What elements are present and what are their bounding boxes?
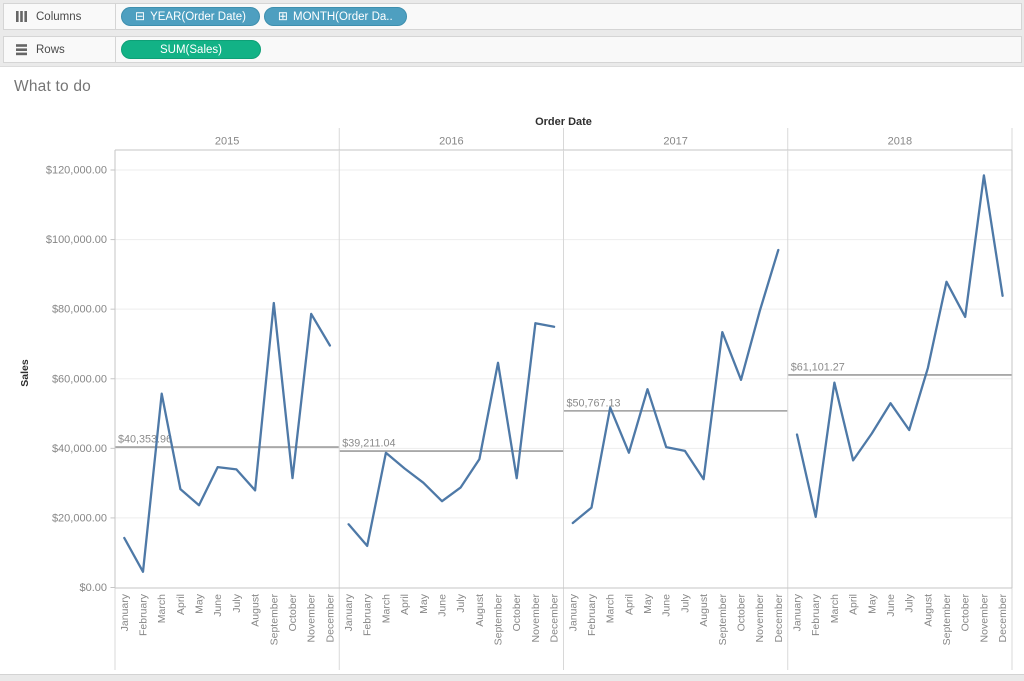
month-label: April: [399, 594, 411, 615]
sheet-title: What to do: [14, 78, 91, 95]
month-label: June: [885, 594, 897, 617]
columns-shelf-label-cell: Columns: [4, 4, 116, 29]
month-label: July: [231, 593, 243, 612]
sales-line-2018[interactable]: [795, 174, 1004, 519]
year-header-2017[interactable]: 2017: [663, 136, 687, 148]
month-label: September: [717, 594, 729, 646]
month-label: December: [549, 593, 561, 642]
month-label: May: [194, 593, 206, 614]
month-label: June: [436, 594, 448, 617]
month-label: March: [380, 594, 392, 623]
collapse-minus-box-icon[interactable]: ⊟: [135, 9, 146, 23]
month-label: January: [119, 593, 131, 631]
month-label: August: [922, 594, 934, 627]
reference-line-label-2016: $39,211.04: [342, 438, 395, 450]
shelf-area: Columns ⊟ YEAR(Order Date) ⊞ MONTH(Order…: [0, 0, 1024, 67]
month-label: October: [735, 594, 747, 632]
year-header-2018[interactable]: 2018: [888, 136, 912, 148]
reference-line-label-2015: $40,353.96: [118, 434, 172, 446]
month-label: November: [306, 593, 318, 642]
reference-line-label-2017: $50,767.13: [567, 397, 621, 409]
month-label: November: [754, 593, 766, 642]
columns-shelf-label: Columns: [36, 10, 82, 23]
y-tick-label: $120,000.00: [46, 165, 107, 177]
pill-year-order-date[interactable]: ⊟ YEAR(Order Date): [121, 7, 260, 26]
worksheet: What to do $120,000.00 $100,000.00 $80,000…: [0, 67, 1024, 681]
month-label: September: [941, 594, 953, 646]
y-tick-label: $40,000.00: [52, 443, 107, 455]
month-label: March: [829, 594, 841, 623]
y-axis-title: Sales: [19, 359, 31, 387]
month-label: April: [175, 594, 187, 615]
month-label: February: [586, 593, 598, 636]
expand-plus-box-icon[interactable]: ⊞: [277, 9, 288, 23]
columns-icon: [14, 10, 28, 24]
month-label: October: [511, 594, 523, 632]
sales-line-2015[interactable]: [123, 301, 332, 573]
pill-month-order-date-label: MONTH(Order Da..: [292, 10, 393, 23]
month-label: August: [474, 594, 486, 627]
rows-shelf-label-cell: Rows: [4, 37, 116, 62]
rows-pills: SUM(Sales): [116, 37, 1021, 62]
y-tick-label: $100,000.00: [46, 234, 107, 246]
y-tick-label: $0.00: [79, 582, 107, 594]
pill-sum-sales-label: SUM(Sales): [160, 43, 222, 56]
year-header-2015[interactable]: 2015: [215, 136, 239, 148]
columns-shelf[interactable]: Columns ⊟ YEAR(Order Date) ⊞ MONTH(Order…: [3, 3, 1022, 30]
rows-icon: [14, 43, 28, 57]
month-label: February: [137, 593, 149, 636]
month-label: July: [455, 593, 467, 612]
month-label: October: [960, 594, 972, 632]
month-label: June: [661, 594, 673, 617]
facet-header-label: Order Date: [535, 116, 592, 128]
month-label: January: [567, 593, 579, 631]
sales-line-2016[interactable]: [347, 322, 556, 548]
month-label: November: [530, 593, 542, 642]
month-label: January: [343, 593, 355, 631]
pill-sum-sales[interactable]: SUM(Sales): [121, 40, 261, 59]
rows-shelf[interactable]: Rows SUM(Sales): [3, 36, 1022, 63]
y-tick-label: $60,000.00: [52, 373, 107, 385]
month-label: June: [212, 594, 224, 617]
month-label: October: [287, 594, 299, 632]
chart-canvas[interactable]: $120,000.00 $100,000.00 $80,000.00 $60,000.…: [0, 108, 1024, 681]
month-label: April: [623, 594, 635, 615]
month-label: May: [418, 593, 430, 614]
month-label: December: [324, 593, 336, 642]
month-label: July: [679, 593, 691, 612]
bottom-strip: [0, 675, 1024, 681]
month-label: September: [493, 594, 505, 646]
month-label: December: [997, 593, 1009, 642]
y-tick-label: $20,000.00: [52, 512, 107, 524]
pill-year-order-date-label: YEAR(Order Date): [150, 10, 246, 23]
month-label: March: [156, 594, 168, 623]
month-label: August: [698, 594, 710, 627]
y-tick-label: $80,000.00: [52, 304, 107, 316]
month-label: August: [250, 594, 262, 627]
month-label: February: [810, 593, 822, 636]
sales-line-2017[interactable]: [571, 248, 780, 525]
month-label: May: [642, 593, 654, 614]
month-label: May: [866, 593, 878, 614]
month-label: February: [362, 593, 374, 636]
month-label: April: [848, 594, 860, 615]
month-label: July: [904, 593, 916, 612]
month-label: September: [268, 594, 280, 646]
columns-pills: ⊟ YEAR(Order Date) ⊞ MONTH(Order Da..: [116, 4, 1021, 29]
month-label: January: [792, 593, 804, 631]
month-label: March: [605, 594, 617, 623]
month-label: December: [773, 593, 785, 642]
pill-month-order-date[interactable]: ⊞ MONTH(Order Da..: [263, 7, 407, 26]
reference-line-label-2018: $61,101.27: [791, 361, 845, 373]
year-header-2016[interactable]: 2016: [439, 136, 463, 148]
month-label: November: [978, 593, 990, 642]
rows-shelf-label: Rows: [36, 43, 65, 56]
